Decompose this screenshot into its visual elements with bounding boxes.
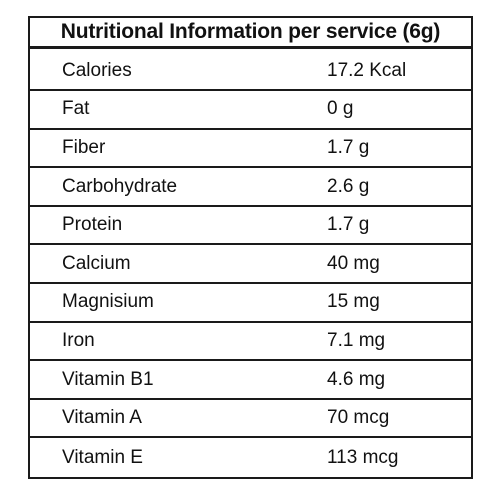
nutrient-name: Vitamin B1 [62, 368, 154, 390]
nutrient-row-vitamin-b1: Vitamin B1 4.6 mg [30, 361, 471, 400]
nutrient-row-magnisium: Magnisium 15 mg [30, 284, 471, 323]
nutrient-name: Protein [62, 214, 123, 236]
nutrition-table: Nutritional Information per service (6g)… [28, 16, 473, 479]
nutrient-value: 1.7 g [327, 136, 370, 158]
nutrient-row-calories: Calories 17.2 Kcal [30, 52, 471, 92]
nutrient-row-vitamin-e: Vitamin E 113 mcg [30, 438, 471, 477]
nutrient-value: 2.6 g [327, 175, 370, 197]
nutrient-row-protein: Protein 1.7 g [30, 207, 471, 246]
nutrient-value: 7.1 mg [327, 329, 386, 351]
nutrient-row-calcium: Calcium 40 mg [30, 245, 471, 285]
nutrient-value: 15 mg [327, 291, 380, 313]
nutrient-name: Vitamin A [62, 407, 142, 429]
nutrient-value: 113 mcg [327, 446, 399, 468]
nutrient-value: 40 mg [327, 252, 380, 274]
nutrient-value: 17.2 Kcal [327, 59, 407, 81]
nutrient-row-vitamin-a: Vitamin A 70 mcg [30, 400, 471, 439]
nutrient-value: 70 mcg [327, 407, 390, 429]
nutrient-name: Carbohydrate [62, 175, 178, 197]
nutrient-name: Calcium [62, 252, 131, 274]
nutrient-name: Magnisium [62, 291, 154, 313]
nutrient-value: 1.7 g [327, 214, 370, 236]
nutrient-row-iron: Iron 7.1 mg [30, 323, 471, 362]
nutrient-name: Fiber [62, 136, 106, 158]
nutrient-rows: Calories 17.2 Kcal Fat 0 g Fiber 1.7 g C… [30, 52, 471, 477]
nutrient-row-fat: Fat 0 g [30, 91, 471, 130]
nutrient-name: Calories [62, 59, 132, 81]
table-title: Nutritional Information per service (6g) [30, 18, 471, 50]
nutrient-value: 4.6 mg [327, 368, 386, 390]
nutrient-name: Vitamin E [62, 446, 143, 468]
nutrient-name: Fat [62, 98, 90, 120]
nutrient-row-fiber: Fiber 1.7 g [30, 130, 471, 169]
nutrient-row-carbohydrate: Carbohydrate 2.6 g [30, 168, 471, 207]
nutrient-name: Iron [62, 329, 95, 351]
nutrient-value: 0 g [327, 98, 354, 120]
